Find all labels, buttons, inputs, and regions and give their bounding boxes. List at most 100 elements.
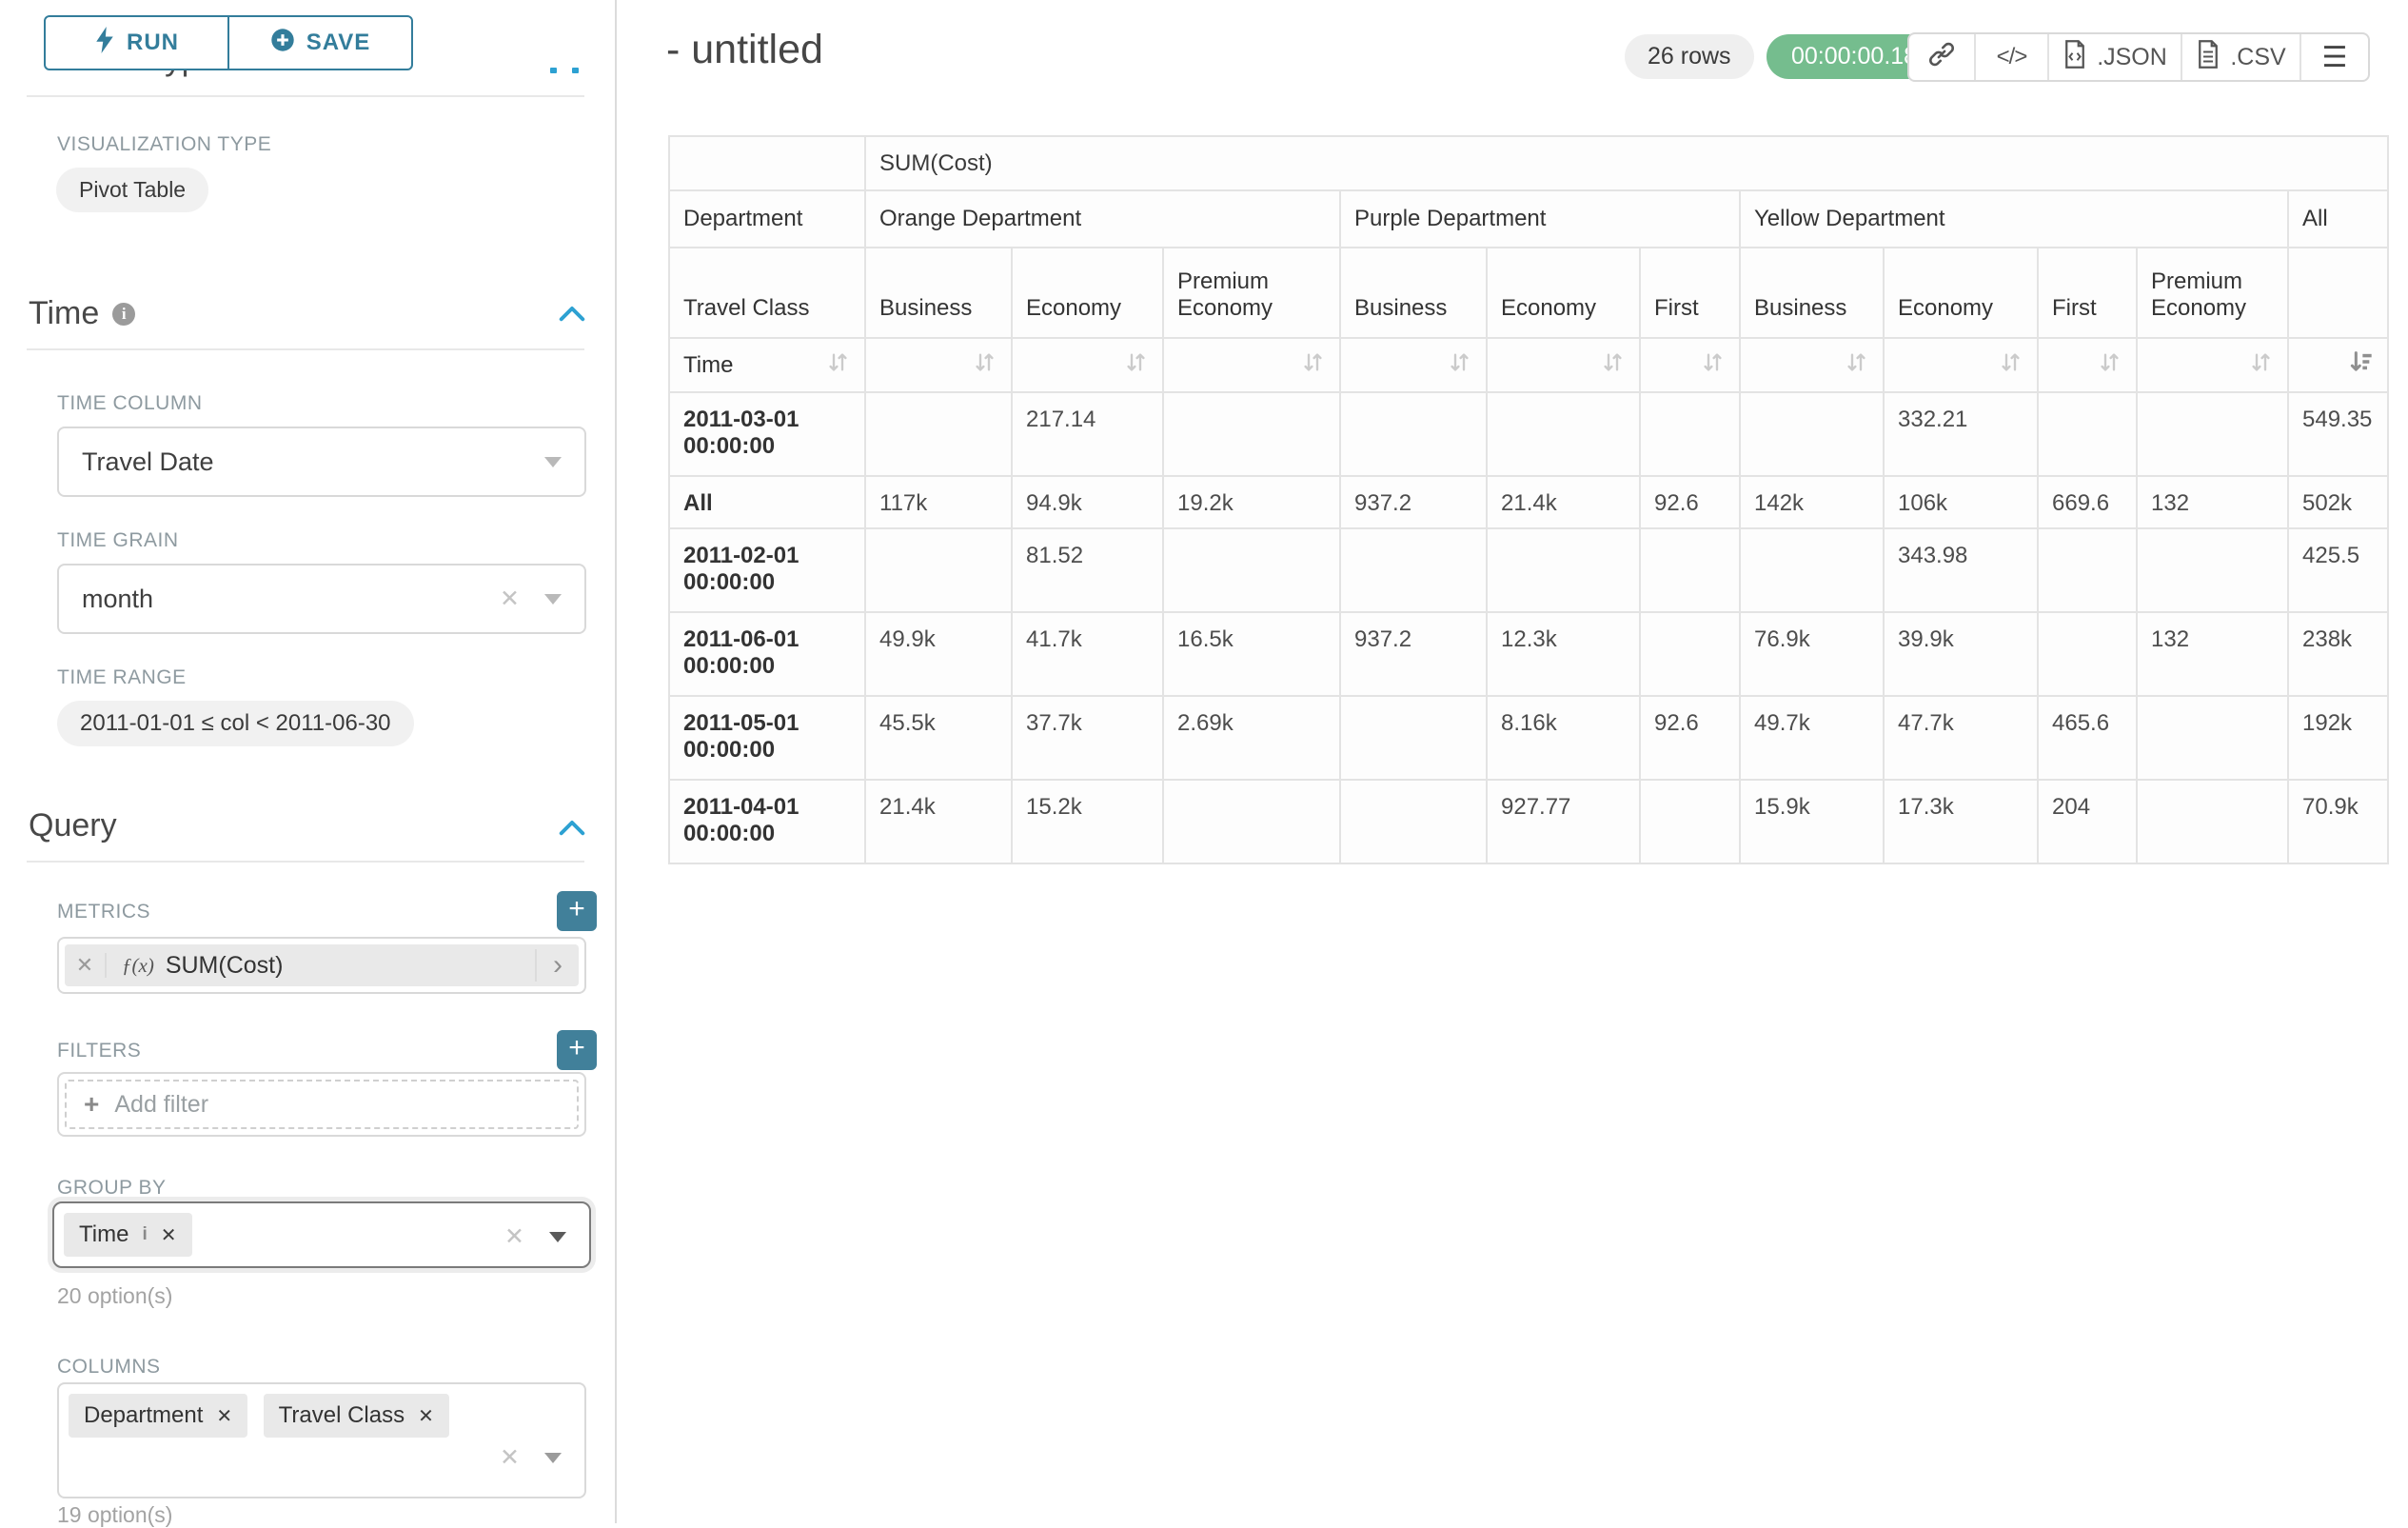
remove-metric-icon[interactable]: ✕ [65,953,107,978]
chevron-up-icon[interactable] [558,303,586,324]
pivot-sort-header[interactable] [1885,339,2037,391]
table-row: 2011-06-01 00:00:00 49.9k 41.7k 16.5k 937.2 1… [670,613,2387,695]
save-button[interactable]: SAVE [227,17,411,69]
pivot-value-cell: 549.35 [2289,393,2387,475]
pivot-sort-header[interactable] [1164,339,1339,391]
pivot-value-cell [1341,393,1486,475]
time-range-label: TIME RANGE [57,666,187,688]
export-csv-button[interactable]: .CSV [2181,34,2299,80]
remove-tag-icon[interactable]: ✕ [418,1405,434,1427]
chart-type-collapse-icon[interactable] [550,68,557,73]
chart-title[interactable]: - untitled [666,27,823,72]
time-column-select[interactable]: Travel Date [57,427,586,497]
clear-icon[interactable]: ✕ [504,1223,524,1250]
sort-icon[interactable] [1123,349,1149,382]
pivot-metric-header: SUM(Cost) [866,137,2387,189]
pivot-value-cell: 937.2 [1341,613,1486,695]
pivot-value-cell: 425.5 [2289,529,2387,611]
clear-icon[interactable]: ✕ [500,585,520,612]
clear-icon[interactable]: ✕ [500,1444,520,1471]
function-icon: ƒ(x) [122,953,154,977]
sort-icon[interactable] [972,349,997,382]
share-link-button[interactable] [1909,34,1974,80]
sort-icon[interactable] [2097,349,2122,382]
pivot-value-cell [2039,529,2136,611]
pivot-value-cell: 19.2k [1164,477,1339,527]
columns-tag[interactable]: Travel Class ✕ [263,1394,449,1438]
pivot-travel-class-header: Economy [1013,248,1162,337]
pivot-value-cell: 15.2k [1013,781,1162,863]
group-by-tag[interactable]: Time i ✕ [64,1213,192,1257]
info-icon[interactable]: i [112,302,136,326]
sort-icon[interactable] [1300,349,1326,382]
visualization-type-value[interactable]: Pivot Table [56,168,209,212]
sort-icon[interactable] [1600,349,1626,382]
query-section-title: Query [29,807,117,843]
pivot-sort-header[interactable] [1341,339,1486,391]
table-row: All 117k 94.9k 19.2k 937.2 21.4k 92.6 142k 106k 6… [670,477,2387,527]
sort-icon[interactable] [1844,349,1869,382]
sort-icon[interactable] [1700,349,1726,382]
pivot-sort-header[interactable] [2138,339,2287,391]
pivot-value-cell: 16.5k [1164,613,1339,695]
view-query-button[interactable]: </> [1974,34,2047,80]
group-by-select[interactable]: Time i ✕ ✕ [52,1201,591,1268]
pivot-value-cell [2138,393,2287,475]
hamburger-menu-icon: ☰ [2321,41,2348,73]
pivot-value-cell [1341,781,1486,863]
export-csv-label: .CSV [2230,43,2286,70]
pivot-sort-header[interactable] [1741,339,1883,391]
pivot-travel-class-header [2289,248,2387,337]
chevron-down-icon[interactable] [549,1231,566,1242]
columns-label: COLUMNS [57,1356,161,1378]
sort-icon[interactable] [825,349,851,382]
pivot-department-header: Orange Department [866,191,1339,247]
pivot-value-cell: 17.3k [1885,781,2037,863]
file-lines-icon [2196,39,2220,75]
pivot-value-cell [866,529,1011,611]
pivot-value-cell [1641,781,1739,863]
columns-tag[interactable]: Department ✕ [69,1394,248,1438]
time-grain-select[interactable]: month ✕ [57,564,586,634]
add-filter-button[interactable]: + Add filter [65,1080,579,1129]
columns-select[interactable]: Department ✕ Travel Class ✕ ✕ [57,1382,586,1498]
pivot-value-cell [1488,393,1639,475]
remove-tag-icon[interactable]: ✕ [216,1405,233,1427]
metrics-label: METRICS [57,901,150,923]
chevron-down-icon[interactable] [544,1452,562,1463]
time-range-value[interactable]: 2011-01-01 ≤ col < 2011-06-30 [57,701,414,746]
pivot-value-cell: 2.69k [1164,697,1339,779]
pivot-value-cell: 49.7k [1741,697,1883,779]
pivot-value-cell: 142k [1741,477,1883,527]
pivot-sort-header-active[interactable] [2289,339,2387,391]
run-button[interactable]: RUN [46,17,227,69]
pivot-sort-header[interactable] [1488,339,1639,391]
sort-icon[interactable] [1998,349,2023,382]
add-filter-plus-button[interactable]: + [557,1030,597,1070]
sort-icon[interactable] [1447,349,1472,382]
pivot-sort-header[interactable] [1641,339,1739,391]
pivot-row-header: 2011-03-01 00:00:00 [670,393,864,475]
chart-type-collapse-icon[interactable] [572,68,579,73]
sort-icon[interactable] [2248,349,2274,382]
pivot-sort-header[interactable] [1013,339,1162,391]
pivot-value-cell: 669.6 [2039,477,2136,527]
remove-tag-icon[interactable]: ✕ [160,1224,177,1246]
chevron-right-icon[interactable]: › [535,949,579,982]
chevron-down-icon [544,456,562,467]
add-metric-button[interactable]: + [557,891,597,931]
export-json-button[interactable]: .JSON [2047,34,2181,80]
pivot-time-sort-header[interactable]: Time [670,339,864,391]
sort-descending-icon[interactable] [2347,348,2374,382]
run-button-label: RUN [127,30,179,55]
pivot-value-cell [2138,781,2287,863]
pivot-sort-header[interactable] [866,339,1011,391]
info-icon[interactable]: i [142,1224,148,1244]
pivot-value-cell: 81.52 [1013,529,1162,611]
chevron-up-icon[interactable] [558,817,586,838]
metric-name: SUM(Cost) [165,951,284,979]
more-menu-button[interactable]: ☰ [2299,34,2368,80]
pivot-department-header: All [2289,191,2387,247]
pivot-sort-header[interactable] [2039,339,2136,391]
metric-pill[interactable]: ✕ ƒ(x) SUM(Cost) › [65,944,579,986]
